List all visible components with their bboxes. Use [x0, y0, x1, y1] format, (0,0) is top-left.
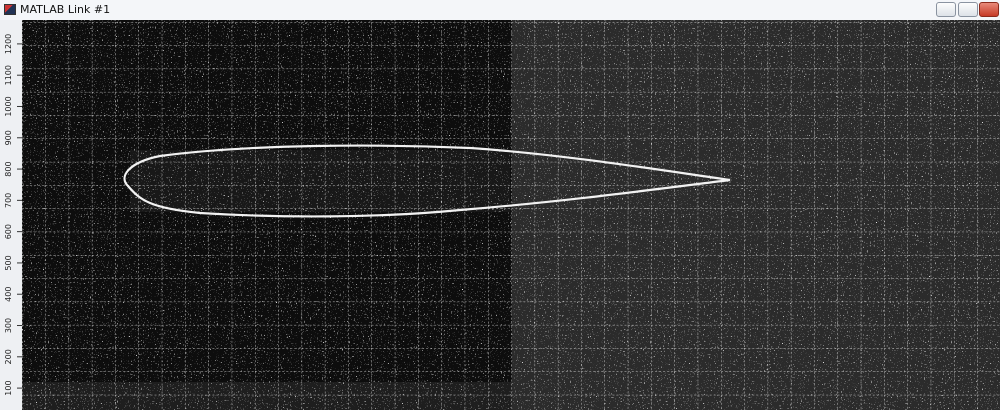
y-tick-label: 500 — [4, 255, 13, 270]
grid-overlay — [22, 20, 1000, 410]
y-tick-label: 800 — [4, 161, 13, 176]
y-tick-label: 1100 — [4, 65, 13, 85]
y-tick-label: 700 — [4, 193, 13, 208]
y-tick-label: 1000 — [4, 96, 13, 116]
y-tick-label: 900 — [4, 130, 13, 145]
y-tick-label: 400 — [4, 287, 13, 302]
maximize-button[interactable] — [958, 2, 978, 17]
y-tick-label: 1200 — [4, 34, 13, 54]
close-button[interactable] — [979, 2, 999, 17]
app-icon — [4, 4, 16, 15]
minimize-button[interactable] — [936, 2, 956, 17]
y-tick-label: 300 — [4, 318, 13, 333]
window-title: MATLAB Link #1 — [20, 3, 110, 16]
page: MATLAB Link #1 100 200 300 400 500 600 700 800 9… — [0, 0, 1000, 420]
y-tick-label: 600 — [4, 224, 13, 239]
title-bar: MATLAB Link #1 — [0, 0, 1000, 21]
y-tick-label: 200 — [4, 349, 13, 364]
y-tick-label: 100 — [4, 380, 13, 395]
image-view: 100 200 300 400 500 600 700 800 900 1000 1100 1200 — [0, 20, 1000, 420]
